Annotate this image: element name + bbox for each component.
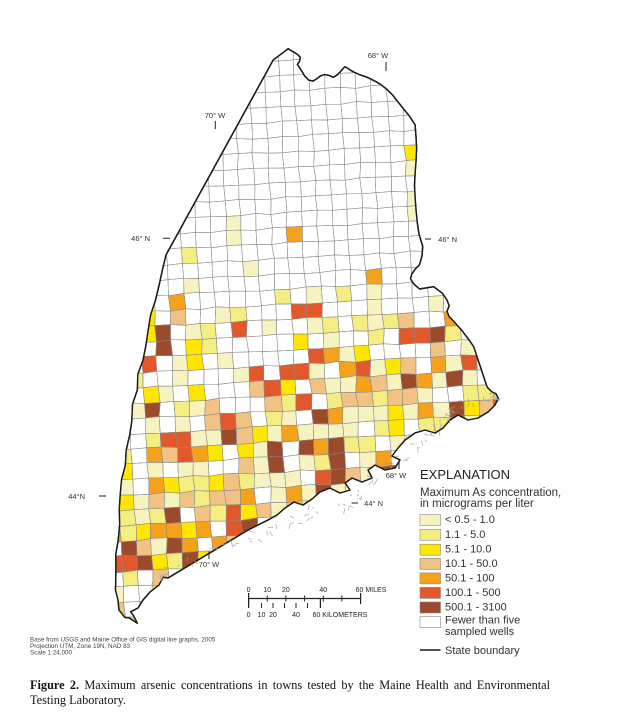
svg-text:0: 0 [247, 612, 251, 619]
svg-text:10: 10 [258, 612, 266, 619]
svg-text:5.1 - 10.0: 5.1 - 10.0 [445, 544, 491, 556]
svg-text:0: 0 [247, 587, 251, 594]
svg-text:50.1 - 100: 50.1 - 100 [445, 572, 495, 584]
svg-text:1.1 - 5.0: 1.1 - 5.0 [445, 529, 485, 541]
svg-text:40: 40 [319, 587, 327, 594]
svg-text:44° N: 44° N [364, 499, 383, 508]
svg-text:State boundary: State boundary [445, 645, 520, 657]
svg-text:sampled wells: sampled wells [445, 626, 515, 638]
svg-text:Scale 1:24,000: Scale 1:24,000 [30, 649, 73, 656]
svg-text:70° W: 70° W [205, 111, 226, 120]
svg-text:40: 40 [292, 612, 300, 619]
svg-text:EXPLANATION: EXPLANATION [420, 467, 510, 482]
svg-text:20: 20 [269, 612, 277, 619]
svg-text:20: 20 [282, 587, 290, 594]
svg-text:46° N: 46° N [131, 234, 150, 243]
svg-text:< 0.5 - 1.0: < 0.5 - 1.0 [445, 514, 495, 526]
svg-text:10: 10 [263, 587, 271, 594]
svg-text:10.1 - 50.0: 10.1 - 50.0 [445, 558, 498, 570]
svg-text:68° W: 68° W [368, 51, 389, 60]
svg-text:in micrograms per liter: in micrograms per liter [420, 498, 534, 510]
svg-text:100.1 - 500: 100.1 - 500 [445, 587, 501, 599]
svg-text:70° W: 70° W [199, 560, 220, 569]
svg-text:500.1 - 3100: 500.1 - 3100 [445, 602, 507, 614]
svg-text:68° W: 68° W [386, 471, 407, 480]
svg-text:44°N: 44°N [68, 492, 85, 501]
svg-text:46° N: 46° N [438, 235, 457, 244]
svg-text:Fewer than five: Fewer than five [445, 615, 520, 627]
svg-text:60 KILOMETERS: 60 KILOMETERS [313, 612, 368, 619]
svg-text:60 MILES: 60 MILES [356, 587, 387, 594]
